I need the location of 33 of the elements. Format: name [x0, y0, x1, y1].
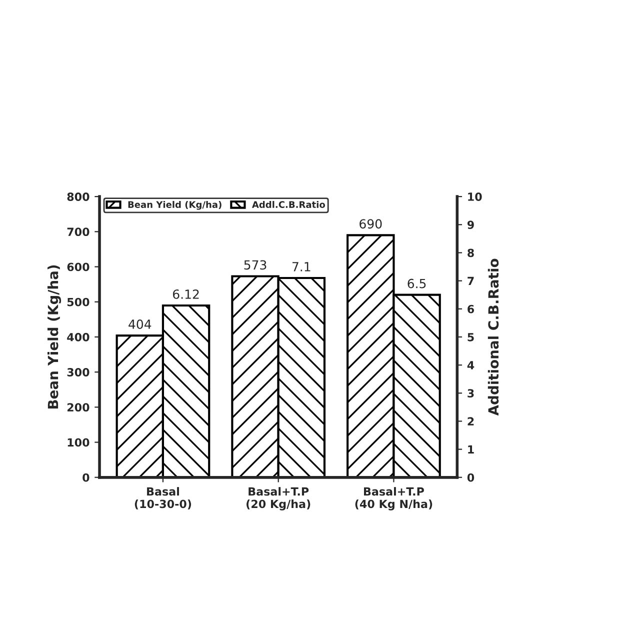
y-tick-label: 0 — [82, 473, 90, 482]
y-tick-label: 700 — [67, 228, 90, 236]
y-tick-label: 600 — [67, 262, 90, 272]
y2-tick-label: 7 — [468, 276, 474, 286]
x-tick-label: Basal (10-30-0) — [134, 487, 192, 510]
y-tick-label: 500 — [67, 298, 90, 306]
y2-tick-label: 3 — [468, 389, 474, 398]
data-label: 573 — [244, 260, 266, 270]
data-label: 690 — [360, 219, 382, 229]
data-label: 6.12 — [173, 289, 199, 299]
y-tick-label: 300 — [67, 368, 90, 376]
y-axis-title: Bean Yield (Kg/ha) — [48, 265, 62, 408]
y-tick-label: 400 — [67, 332, 90, 342]
y2-tick-label: 0 — [467, 473, 474, 482]
legend-label: Addl.C.B.Ratio — [252, 200, 326, 208]
data-label: 7.1 — [292, 262, 310, 272]
y-tick-label: 800 — [67, 192, 90, 201]
legend-label: Bean Yield (Kg/ha) — [128, 200, 222, 210]
y2-tick-label: 4 — [467, 361, 474, 370]
y2-axis-title: Additional C.B.Ratio — [488, 258, 499, 416]
x-tick-label: Basal+T.P (20 Kg/ha) — [246, 487, 310, 510]
data-label: 404 — [128, 320, 152, 329]
y2-tick-label: 8 — [468, 248, 474, 258]
y2-tick-label: 9 — [467, 220, 474, 230]
y2-tick-label: 2 — [468, 417, 474, 426]
y2-tick-label: 1 — [468, 445, 474, 454]
y-tick-label: 100 — [68, 438, 90, 447]
data-label: 6.5 — [408, 278, 426, 288]
y2-tick-label: 5 — [468, 333, 474, 342]
x-tick-label: Basal+T.P (40 Kg N/ha) — [355, 487, 432, 510]
y2-tick-label: 6 — [468, 304, 474, 314]
y-tick-label: 200 — [67, 403, 90, 412]
y2-tick-label: 10 — [468, 192, 482, 201]
